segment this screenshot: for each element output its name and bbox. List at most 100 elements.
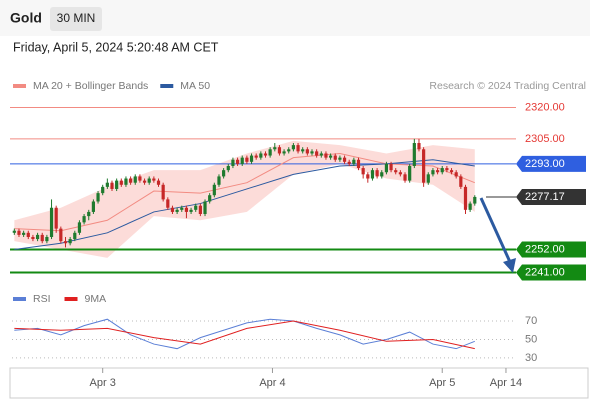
candle-body: [319, 153, 323, 156]
x-tick-label: Apr 14: [490, 377, 522, 389]
interval-label[interactable]: 30 MIN: [57, 11, 96, 25]
candle-body: [389, 163, 393, 171]
candle-body: [370, 170, 375, 179]
candle-body: [315, 151, 319, 156]
level-label-box: [516, 155, 586, 172]
level-label: 2293.00: [525, 158, 565, 170]
indicator-line: [14, 320, 475, 350]
candle-body: [333, 155, 337, 160]
candle-body: [138, 176, 142, 181]
candle-body: [22, 232, 26, 235]
candle-body: [310, 151, 314, 154]
level-label-box: [516, 188, 586, 205]
candle-body: [459, 176, 463, 187]
candle-body: [129, 178, 133, 183]
candle-body: [87, 211, 91, 217]
candle-body: [445, 168, 449, 171]
candle-body: [105, 182, 109, 187]
candle-body: [156, 180, 161, 185]
candle-body: [249, 155, 254, 162]
candle-body: [212, 184, 216, 196]
legend-label: RSI: [33, 293, 51, 305]
x-tick-label: Apr 5: [429, 377, 455, 389]
candle-body: [73, 232, 77, 240]
candle-body: [26, 232, 30, 237]
candle-body: [347, 161, 351, 164]
candle-body: [254, 155, 258, 158]
bollinger-band: [14, 140, 475, 258]
candle-body: [329, 155, 333, 158]
candle-body: [305, 149, 309, 154]
y-tick-label: 70: [525, 315, 537, 327]
candle-body: [175, 209, 179, 212]
candle-body: [96, 193, 100, 202]
candle-body: [324, 153, 328, 158]
candle-body: [245, 157, 249, 162]
candle-body: [189, 209, 193, 212]
candle-body: [342, 157, 347, 162]
candle-body: [124, 178, 128, 185]
candle-body: [31, 236, 35, 240]
candle-body: [235, 159, 240, 164]
candle-body: [426, 174, 430, 183]
candle-body: [394, 170, 398, 173]
forecast-arrowhead: [503, 258, 516, 273]
candle-body: [184, 207, 189, 212]
candle-body: [101, 186, 105, 194]
legend-swatch: [160, 84, 174, 88]
candle-body: [198, 205, 202, 215]
timestamp: Friday, April 5, 2024 5:20:48 AM CET: [13, 40, 219, 54]
legend-label: MA 50: [180, 80, 210, 92]
candle-body: [403, 174, 407, 181]
candle-body: [231, 159, 235, 166]
candle-body: [194, 205, 198, 210]
candle-body: [375, 170, 379, 177]
candle-body: [35, 234, 40, 240]
candle-body: [431, 170, 435, 175]
legend-label: 9MA: [85, 293, 107, 305]
candle-body: [17, 230, 21, 235]
legend-label: MA 20 + Bollinger Bands: [33, 80, 148, 92]
candle-body: [412, 143, 416, 166]
legend-swatch: [13, 297, 26, 301]
candle-body: [59, 228, 63, 242]
candle-body: [133, 176, 137, 183]
level-label: 2252.00: [525, 243, 565, 255]
candle-body: [380, 172, 384, 177]
candle-body: [152, 178, 156, 181]
source: Research © 2024 Trading Central: [429, 80, 586, 92]
candle-body: [40, 234, 44, 242]
candle-body: [408, 165, 412, 181]
x-tick-label: Apr 3: [90, 377, 116, 389]
level-label: 2277.17: [525, 191, 565, 203]
candle-body: [440, 168, 444, 173]
candle-body: [240, 157, 244, 164]
candle-body: [422, 149, 426, 183]
candle-body: [356, 159, 361, 169]
candle-body: [473, 196, 477, 204]
candle-body: [91, 201, 95, 212]
candle-body: [82, 216, 86, 223]
candle-body: [12, 230, 16, 233]
candle-body: [366, 174, 370, 179]
candle-body: [63, 241, 68, 244]
candle-body: [217, 176, 221, 185]
x-tick-label: Apr 4: [259, 377, 285, 389]
candle-body: [170, 207, 175, 212]
candle-body: [49, 207, 54, 237]
level-label-box: [516, 264, 586, 281]
candle-body: [338, 157, 342, 160]
candle-body: [361, 168, 365, 175]
candle-body: [352, 159, 356, 164]
candle-body: [77, 222, 82, 233]
interval-pill[interactable]: [50, 7, 102, 31]
candle-body: [45, 236, 49, 242]
candle-body: [454, 172, 458, 177]
candle-body: [417, 143, 421, 150]
level-label-box: [516, 241, 586, 258]
candle-body: [54, 207, 58, 229]
candle-body: [268, 149, 272, 156]
candle-body: [384, 163, 389, 173]
candle-body: [119, 180, 123, 185]
